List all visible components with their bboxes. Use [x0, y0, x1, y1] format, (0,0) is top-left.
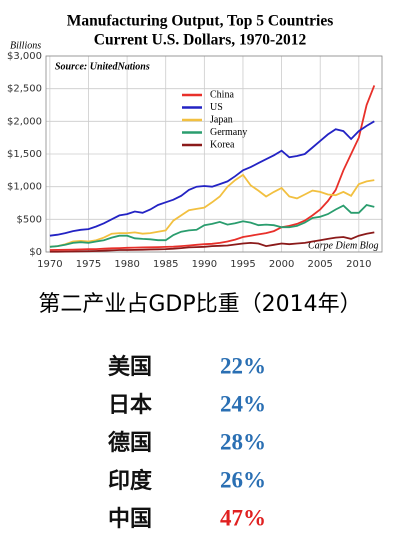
table-row: 日本 24% [108, 391, 266, 418]
series-line [49, 231, 375, 253]
y-tick-label: $500 [17, 214, 42, 225]
chart-subtitle: Current U.S. Dollars, 1970-2012 [94, 32, 307, 49]
country: 美国 [108, 354, 152, 380]
series-line [49, 204, 375, 248]
legend-label: Germany [210, 127, 247, 138]
x-tick-label: 1995 [230, 259, 255, 270]
annotation: Carpe Diem Blog [308, 240, 379, 251]
country: 中国 [108, 507, 152, 532]
table-row: 印度 26% [108, 467, 266, 494]
series-line [49, 173, 375, 248]
country: 德国 [108, 430, 152, 456]
y-tick-label: $1,500 [7, 149, 42, 160]
y-tick-label: $2,500 [7, 84, 42, 95]
x-tick-label: 2005 [307, 259, 332, 270]
legend-label: Japan [210, 114, 233, 125]
plot-frame [45, 55, 383, 253]
plot: $0 $500 $1,000 $1,500 $2,000 $2,500 $3,000 1970… [7, 51, 383, 270]
series-line [49, 85, 376, 251]
table-title: 第二产业占GDP比重（2014年） [38, 292, 361, 317]
legend-label: US [210, 102, 223, 113]
country: 日本 [108, 393, 152, 418]
x-tick-label: 1970 [37, 259, 62, 270]
y-tick-label: $1,000 [7, 182, 42, 193]
x-tick-label: 2010 [346, 259, 371, 270]
y-tick-label: $3,000 [7, 51, 42, 62]
table-row: 德国 28% [108, 429, 266, 456]
share: 22% [220, 353, 266, 378]
share: 28% [220, 429, 266, 454]
share: 24% [220, 391, 266, 416]
table-row: 中国 47% [108, 505, 266, 532]
country: 印度 [108, 468, 153, 494]
chart-title: Manufacturing Output, Top 5 Countries [67, 13, 334, 30]
y-tick-label: $2,000 [7, 116, 42, 127]
table: 美国 22% 日本 24% 德国 28% 印度 26% 中国 47% [108, 353, 266, 532]
x-tick-label: 1985 [153, 259, 178, 270]
source: Source: UnitedNations [55, 61, 150, 72]
y-tick-label: $0 [29, 247, 42, 258]
x-tick-label: 1990 [192, 259, 217, 270]
share: 26% [220, 467, 266, 492]
legend-label: China [210, 89, 234, 100]
table-row: 美国 22% [108, 353, 266, 380]
x-tick-label: 2000 [269, 259, 294, 270]
legend-label: Korea [210, 139, 235, 150]
y-label: Billions [10, 40, 41, 51]
x-tick-label: 1980 [114, 259, 139, 270]
share: 47% [220, 505, 266, 530]
x-tick-label: 1975 [76, 259, 101, 270]
series-line [49, 120, 375, 237]
